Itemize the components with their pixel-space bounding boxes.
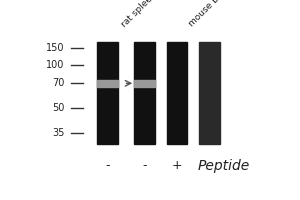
Text: Peptide: Peptide — [197, 159, 250, 173]
Bar — [167, 42, 188, 144]
Text: 35: 35 — [52, 128, 64, 138]
Text: 100: 100 — [46, 60, 64, 70]
Text: -: - — [105, 159, 110, 172]
Text: 50: 50 — [52, 103, 64, 113]
Text: mouse brain: mouse brain — [187, 0, 233, 29]
Bar — [134, 42, 155, 144]
Bar — [199, 42, 220, 144]
Bar — [97, 42, 118, 144]
Text: -: - — [142, 159, 147, 172]
Text: rat spleen: rat spleen — [119, 0, 158, 29]
Text: 150: 150 — [46, 43, 64, 53]
Text: +: + — [172, 159, 182, 172]
Bar — [97, 80, 118, 87]
Bar — [134, 80, 155, 87]
Text: 70: 70 — [52, 78, 64, 88]
